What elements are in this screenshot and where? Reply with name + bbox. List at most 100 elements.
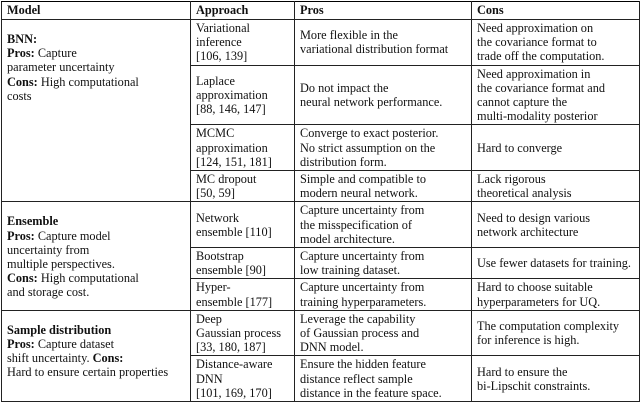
pros-cell: Do not impact the neural network performa… (294, 64, 472, 126)
cell-line: Bootstrap (196, 249, 244, 264)
cons-cell: Hard to choose suitable hyperparameters f… (471, 278, 640, 311)
cell-line: distance reflect sample (300, 371, 413, 386)
text-segment: Hard to ensure certain properties (7, 365, 169, 380)
cell-line: Need to design various (477, 210, 591, 225)
text-segment: High computational (40, 74, 139, 89)
cell-line: Capture uncertainty from (300, 249, 425, 264)
cell-line: for inference is high. (477, 333, 580, 348)
cell-line: inference (196, 35, 242, 50)
cell-line: shift uncertainty. Cons: (7, 351, 185, 365)
cell-line: neural network performance. (300, 95, 443, 110)
approach-cell: Variational inference [106, 139] (190, 19, 295, 66)
table-row: Laplace approximation [88, 146, 147] Do not… (2, 64, 640, 126)
cell-line: low training dataset. (300, 263, 401, 278)
cell-line: Converge to exact posterior. (300, 126, 439, 141)
text-segment: Capture (37, 46, 77, 61)
cell-line: ensemble [110] (196, 224, 272, 239)
approach-cell: Hyper-ensemble [177] (190, 278, 295, 311)
text-segment: Capture dataset (37, 337, 115, 352)
table-row: BNN: Pros: Capture parameter uncertainty Co… (1, 18, 640, 203)
header-row: Model Approach Pros Cons (1, 1, 640, 20)
cell-line: uncertainty from (7, 243, 185, 257)
table-row: Hyper-ensemble [177] Capture uncertainty … (2, 278, 640, 311)
cell-line: Hard to converge (477, 140, 563, 155)
cell-line: network architecture (477, 224, 579, 239)
cell-line: Variational (196, 21, 250, 35)
approach-cell: Deep Gaussian process [33, 180, 187] (190, 309, 295, 357)
text-segment: Capture model (37, 228, 111, 243)
cell-line: trade off the computation. (477, 49, 605, 64)
cell-line: Hyper- (196, 280, 231, 295)
cell-line: ensemble [90] (196, 263, 266, 278)
cell-line: MCMC (196, 126, 235, 141)
cell-line: model architecture. (300, 231, 395, 246)
table-row: Distance-aware DNN [101, 169, 170] Ensure t… (2, 355, 640, 403)
approach-cell: MCMC approximation [124, 151, 181] (190, 124, 295, 172)
approach-cell: Bootstrap ensemble [90] (190, 247, 295, 280)
cell-line: Cons: High computational (7, 271, 185, 285)
cons-cell: The computation complexity for inference … (471, 309, 640, 357)
cell-line: parameter uncertainty (7, 60, 185, 74)
cell-line: No strict assumption on the (300, 140, 436, 155)
comparison-table: Model Approach Pros Cons BNN: Pros: Captu… (1, 1, 640, 403)
cell-line: Do not impact the (300, 80, 389, 95)
table-row: MCMC approximation [124, 151, 181] Converge… (2, 124, 640, 172)
cell-line: multi-modality posterior (477, 109, 598, 124)
cell-line: and storage cost. (7, 285, 185, 299)
cell-line: approximation (196, 140, 268, 155)
cell-line: Pros: Capture dataset (7, 337, 185, 351)
pros-cell: Ensure the hidden feature distance reflec… (294, 355, 472, 403)
cell-line: approximation (196, 87, 268, 102)
cell-line: Network (196, 210, 240, 225)
cell-line: Lack rigorous (477, 172, 546, 187)
pros-cell: Capture uncertainty from training hyperpa… (294, 278, 472, 311)
text-segment: shift uncertainty. (7, 351, 90, 366)
cell-line: DNN (196, 371, 223, 386)
cell-line: ensemble [177] (196, 294, 273, 309)
cons-cell: Lack rigorous theoretical analysis (471, 170, 640, 203)
table-row: Sample distribution Pros: Capture dataset… (1, 309, 640, 403)
cons-cell: Use fewer datasets for training. (471, 247, 640, 280)
model-cell: BNN: Pros: Capture parameter uncertainty Co… (1, 18, 191, 203)
cell-line: More flexible in the (300, 28, 399, 43)
cell-line: hyperparameters for UQ. (477, 294, 601, 309)
cell-line: Ensemble (7, 214, 185, 228)
cell-line: modern neural network. (300, 186, 418, 201)
bold-label: Pros: (7, 337, 35, 352)
text-segment: costs (7, 88, 32, 103)
pros-cell: Simple and compatible to modern neural ne… (294, 170, 472, 203)
cell-line: Capture uncertainty from (300, 203, 425, 218)
cell-line: [50, 59] (196, 186, 235, 201)
cell-line: training hyperparameters. (300, 294, 427, 309)
bold-label: Cons: (7, 74, 38, 89)
cell-line: Use fewer datasets for training. (477, 256, 631, 271)
header-cell: Pros (294, 1, 472, 20)
cell-line: Hard to ensure the (477, 364, 568, 379)
cell-line: distribution form. (300, 154, 387, 169)
bold-label: BNN: (7, 32, 38, 46)
pros-cell: Capture uncertainty from low training dat… (294, 247, 472, 280)
cell-line: Gaussian process (196, 326, 282, 341)
cell-line: Deep (196, 311, 222, 326)
cell-line: theoretical analysis (477, 186, 572, 201)
cell-line: distance in the feature space. (300, 385, 442, 400)
cell-line: bi-Lipschit constraints. (477, 378, 591, 393)
header-cell: Approach (190, 1, 295, 20)
model-cell: Sample distribution Pros: Capture dataset… (1, 309, 191, 403)
cell-line: [33, 180, 187] (196, 340, 266, 355)
cell-line: Leverage the capability (300, 311, 416, 326)
text-segment: and storage cost. (7, 285, 90, 300)
approach-cell: MC dropout [50, 59] (190, 170, 295, 203)
cell-line: cannot capture the (477, 95, 568, 110)
bold-label: Cons: (92, 351, 124, 366)
table-row: MC dropout [50, 59] Simple and compatible … (2, 170, 640, 203)
cell-line: MC dropout (196, 172, 257, 187)
cell-line: Hard to choose suitable (477, 280, 593, 295)
cons-cell: Need approximation on the covariance form… (471, 19, 640, 66)
cell-line: Ensure the hidden feature (300, 357, 426, 372)
text-segment: parameter uncertainty (7, 60, 115, 75)
cons-cell: Hard to converge (471, 124, 640, 172)
table-body: BNN: Pros: Capture parameter uncertainty Co… (1, 18, 640, 403)
header-cell: Cons (471, 1, 640, 20)
header-cell: Model (1, 1, 191, 20)
